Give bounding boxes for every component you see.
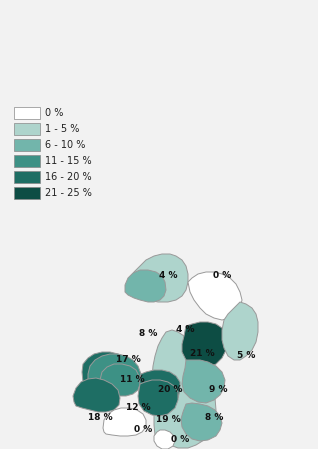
Text: 0 %: 0 % [213,270,231,279]
Polygon shape [154,430,175,449]
Polygon shape [100,364,140,396]
Text: 0 %: 0 % [45,108,63,118]
Text: 4 %: 4 % [159,270,177,279]
Text: 20 %: 20 % [158,386,182,395]
Polygon shape [138,380,178,416]
Text: 12 %: 12 % [126,404,150,413]
Bar [14,123,40,135]
Text: 6 - 10 %: 6 - 10 % [45,140,85,150]
Bar [14,171,40,183]
Polygon shape [129,254,188,302]
Polygon shape [188,272,242,320]
Text: 8 %: 8 % [205,414,223,423]
Text: 21 - 25 %: 21 - 25 % [45,188,92,198]
Text: 11 - 15 %: 11 - 15 % [45,156,92,166]
Text: 5 %: 5 % [237,351,255,360]
Bar [14,139,40,151]
Polygon shape [182,322,228,368]
Bar [14,187,40,199]
Polygon shape [125,270,166,302]
Text: 16 - 20 %: 16 - 20 % [45,172,92,182]
Text: 11 %: 11 % [120,375,144,384]
Text: 0 %: 0 % [134,426,152,435]
Bar [14,155,40,167]
Text: 4 %: 4 % [176,326,194,335]
Polygon shape [181,403,222,441]
Polygon shape [139,370,180,408]
Text: 8 %: 8 % [139,330,157,339]
Bar [14,107,40,119]
Text: 1 - 5 %: 1 - 5 % [45,124,80,134]
Polygon shape [88,354,141,395]
Polygon shape [103,408,146,436]
Text: 18 %: 18 % [88,414,112,423]
Text: 9 %: 9 % [209,386,227,395]
Text: 17 %: 17 % [116,356,140,365]
Polygon shape [82,352,130,392]
Polygon shape [182,360,225,403]
Text: 19 %: 19 % [156,415,180,424]
Text: 21 %: 21 % [190,349,214,358]
Polygon shape [222,302,258,360]
Polygon shape [73,378,120,412]
Polygon shape [152,330,216,448]
Text: 0 %: 0 % [171,436,189,445]
